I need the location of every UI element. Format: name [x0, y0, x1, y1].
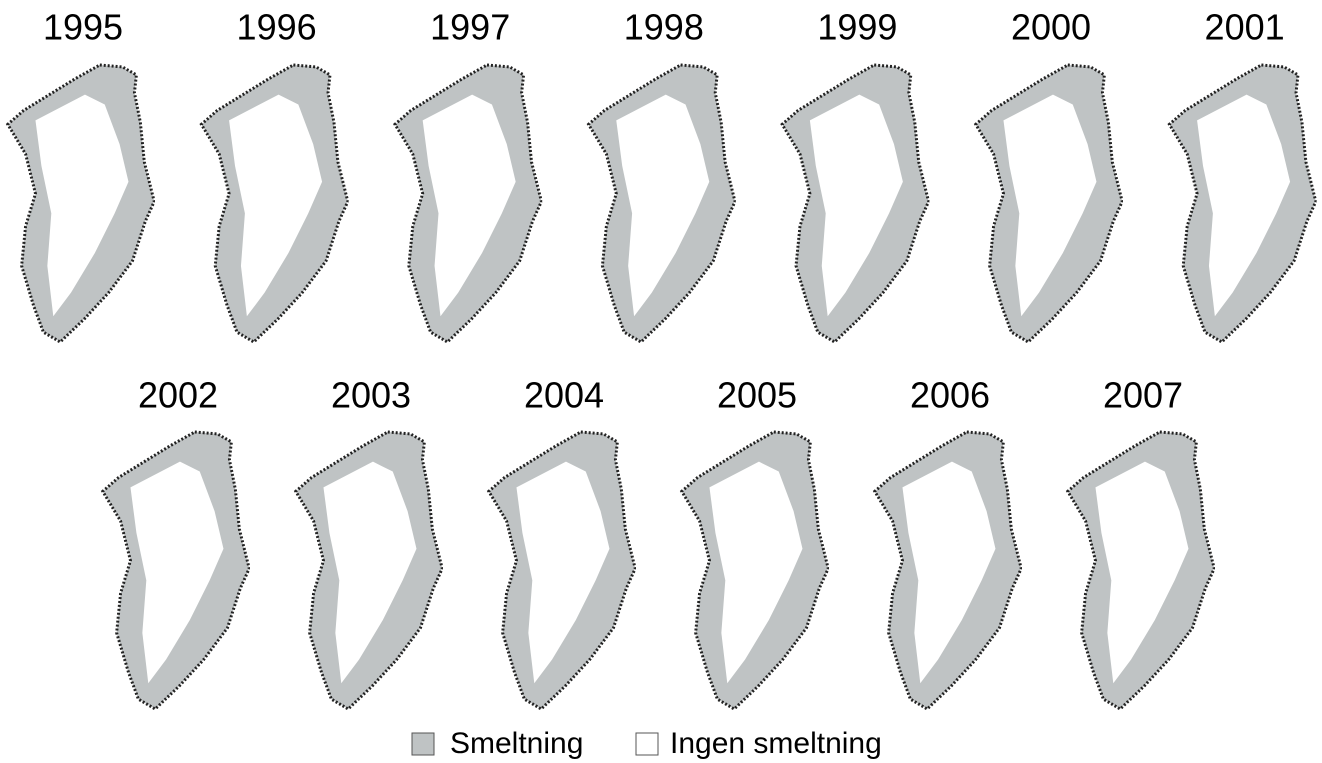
greenland-map [101, 430, 250, 711]
year-label: 2007 [1103, 375, 1183, 416]
year-label: 2003 [331, 375, 411, 416]
legend-swatch-melt [411, 732, 435, 756]
year-label: 2005 [717, 375, 797, 416]
legend-label-no-melt: Ingen smeltning [670, 727, 882, 760]
greenland-map [680, 430, 829, 711]
greenland-map [1066, 430, 1215, 711]
year-label: 1999 [817, 7, 897, 48]
year-label: 2001 [1205, 7, 1285, 48]
legend-swatch-no-melt [635, 732, 659, 756]
year-label: 1997 [430, 7, 510, 48]
year-label: 1996 [237, 7, 317, 48]
greenland-map [873, 430, 1022, 711]
greenland-map [294, 430, 443, 711]
year-label: 2000 [1011, 7, 1091, 48]
legend-label-melt: Smeltning [450, 727, 583, 760]
year-label: 1998 [624, 7, 704, 48]
year-label: 2002 [138, 375, 218, 416]
greenland-map [974, 63, 1123, 344]
year-label: 1995 [43, 7, 123, 48]
greenland-map [1167, 63, 1317, 344]
greenland-map [780, 63, 930, 344]
greenland-map [6, 63, 155, 344]
greenland-map [487, 430, 636, 711]
greenland-map [393, 63, 543, 344]
year-label: 2006 [910, 375, 990, 416]
panels: 1995 1996 1997 1998 1999 2000 2001 2002 2003 2004… [6, 7, 1317, 711]
greenland-map [199, 63, 349, 344]
greenland-map [587, 63, 736, 344]
year-label: 2004 [524, 375, 604, 416]
